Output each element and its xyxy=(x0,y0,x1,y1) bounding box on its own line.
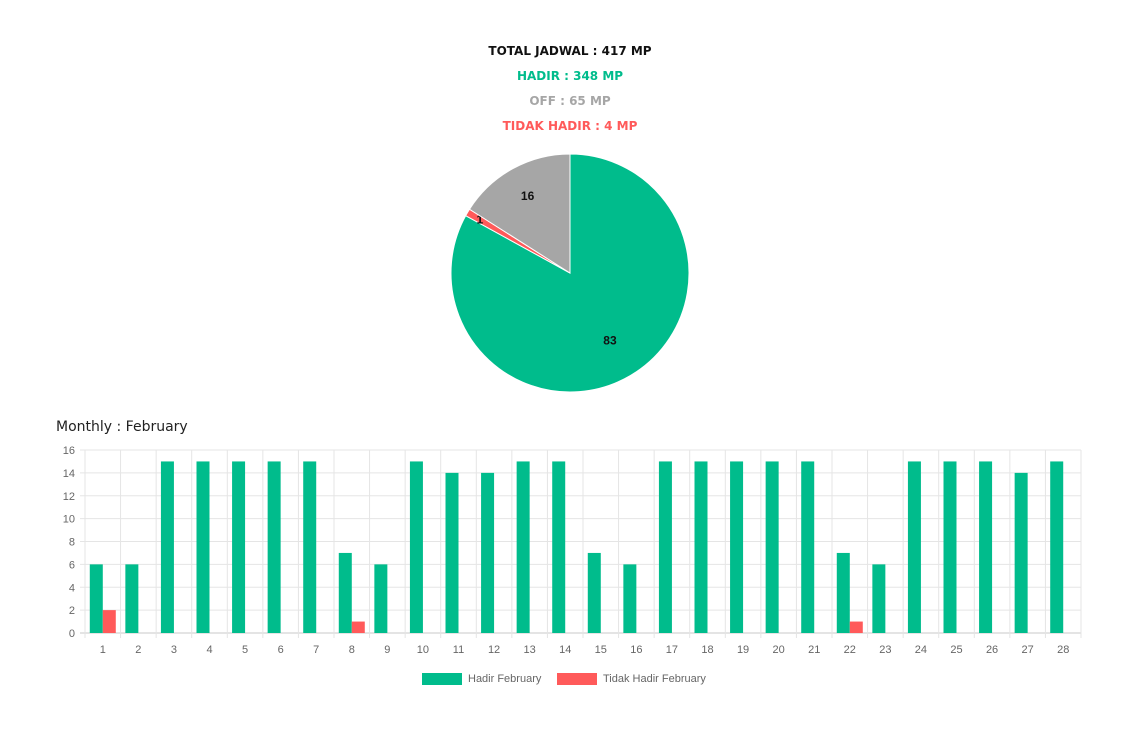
total-schedule-label: TOTAL JADWAL : 417 MP xyxy=(488,44,652,58)
bar-hadir-day-11[interactable] xyxy=(445,472,459,633)
y-tick-label: 14 xyxy=(63,468,75,480)
x-tick-label: 15 xyxy=(595,644,607,656)
x-tick-label: 5 xyxy=(242,644,248,656)
present-count-label: HADIR : 348 MP xyxy=(516,69,624,83)
y-tick-label: 12 xyxy=(63,491,75,503)
x-tick-label: 3 xyxy=(171,644,177,656)
bar-hadir-day-22[interactable] xyxy=(836,552,850,633)
x-tick-label: 16 xyxy=(630,644,642,656)
absent-count-label: TIDAK HADIR : 4 MP xyxy=(502,119,638,133)
x-tick-label: 23 xyxy=(879,644,891,656)
bar-tidak-hadir-day-22[interactable] xyxy=(849,621,863,633)
legend-item-hadir[interactable]: Hadir February xyxy=(422,672,541,686)
x-tick-label: 27 xyxy=(1022,644,1034,656)
bar-hadir-day-14[interactable] xyxy=(552,461,566,633)
bar-hadir-day-3[interactable] xyxy=(160,461,174,633)
legend-swatch-tidak-hadir xyxy=(557,673,597,685)
bar-hadir-day-16[interactable] xyxy=(623,564,637,633)
x-tick-label: 19 xyxy=(737,644,749,656)
x-tick-label: 18 xyxy=(701,644,713,656)
y-tick-label: 2 xyxy=(69,605,75,617)
bar-tidak-hadir-day-8[interactable] xyxy=(351,621,365,633)
x-tick-label: 4 xyxy=(206,644,212,656)
bar-hadir-day-6[interactable] xyxy=(267,461,281,633)
bar-hadir-day-15[interactable] xyxy=(587,552,601,633)
x-tick-label: 28 xyxy=(1057,644,1069,656)
bar-hadir-day-21[interactable] xyxy=(801,461,815,633)
bar-hadir-day-13[interactable] xyxy=(516,461,530,633)
bar-hadir-day-5[interactable] xyxy=(232,461,246,633)
pie-value-label: 83 xyxy=(603,334,617,348)
bar-hadir-day-20[interactable] xyxy=(765,461,779,633)
bar-hadir-day-23[interactable] xyxy=(872,564,886,633)
y-tick-label: 16 xyxy=(63,445,75,457)
y-tick-label: 0 xyxy=(69,628,75,640)
x-tick-label: 21 xyxy=(808,644,820,656)
legend-item-tidak-hadir[interactable]: Tidak Hadir February xyxy=(557,672,706,686)
bar-hadir-day-9[interactable] xyxy=(374,564,388,633)
legend-label-hadir: Hadir February xyxy=(468,673,542,685)
x-tick-label: 7 xyxy=(313,644,319,656)
y-tick-label: 4 xyxy=(69,582,75,594)
pie-value-label: 1 xyxy=(477,213,484,227)
x-tick-label: 20 xyxy=(773,644,785,656)
x-tick-label: 26 xyxy=(986,644,998,656)
off-count-label: OFF : 65 MP xyxy=(529,94,611,108)
bar-hadir-day-17[interactable] xyxy=(658,461,672,633)
x-tick-label: 11 xyxy=(453,644,464,656)
x-tick-label: 2 xyxy=(135,644,141,656)
bar-hadir-day-19[interactable] xyxy=(730,461,744,633)
bar-hadir-day-28[interactable] xyxy=(1050,461,1064,633)
x-tick-label: 24 xyxy=(915,644,927,656)
pie-slice-off[interactable] xyxy=(468,153,571,274)
x-tick-label: 25 xyxy=(950,644,962,656)
attendance-pie-chart: 83 1 16 xyxy=(450,153,690,393)
legend-label-tidak-hadir: Tidak Hadir February xyxy=(603,673,706,685)
bar-hadir-day-12[interactable] xyxy=(481,472,495,633)
monthly-chart-title: Monthly : February xyxy=(56,419,188,435)
x-tick-label: 12 xyxy=(488,644,500,656)
bar-hadir-day-1[interactable] xyxy=(89,564,103,633)
x-tick-label: 1 xyxy=(100,644,106,656)
x-tick-label: 14 xyxy=(559,644,571,656)
x-tick-label: 9 xyxy=(384,644,390,656)
bar-hadir-day-2[interactable] xyxy=(125,564,139,633)
bar-hadir-day-18[interactable] xyxy=(694,461,708,633)
x-tick-label: 22 xyxy=(844,644,856,656)
x-tick-label: 13 xyxy=(524,644,536,656)
bar-hadir-day-25[interactable] xyxy=(943,461,957,633)
bar-hadir-day-4[interactable] xyxy=(196,461,210,633)
y-tick-label: 8 xyxy=(69,537,75,549)
bar-hadir-day-8[interactable] xyxy=(338,552,352,633)
legend-swatch-hadir xyxy=(422,673,462,685)
bar-hadir-day-26[interactable] xyxy=(979,461,993,633)
bar-tidak-hadir-day-1[interactable] xyxy=(102,610,116,633)
bar-hadir-day-27[interactable] xyxy=(1014,472,1028,633)
pie-value-label: 16 xyxy=(521,189,535,203)
x-tick-label: 17 xyxy=(666,644,678,656)
bar-hadir-day-24[interactable] xyxy=(907,461,921,633)
bar-hadir-day-10[interactable] xyxy=(409,461,423,633)
x-tick-label: 10 xyxy=(417,644,429,656)
x-tick-label: 8 xyxy=(349,644,355,656)
x-tick-label: 6 xyxy=(278,644,284,656)
y-tick-label: 6 xyxy=(69,559,75,571)
y-tick-label: 10 xyxy=(63,514,75,526)
bar-hadir-day-7[interactable] xyxy=(303,461,317,633)
